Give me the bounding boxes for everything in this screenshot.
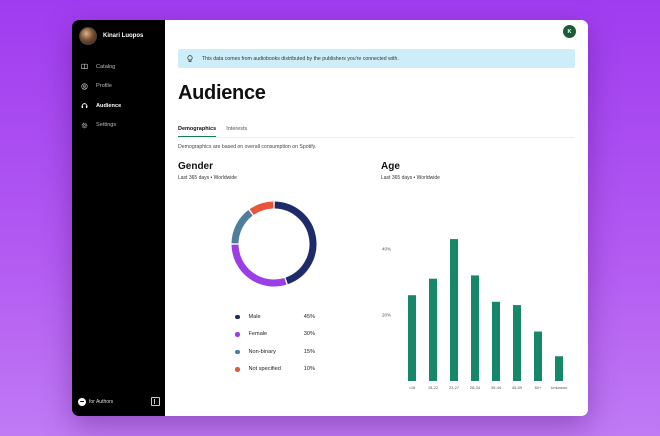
user-icon <box>81 83 88 90</box>
sidebar: Kinari Luopos Catalog Profile Audience S… <box>72 20 165 416</box>
legend-label: Not specified <box>248 366 281 373</box>
age-bar--18[interactable] <box>408 295 416 381</box>
legend-swatch <box>235 349 240 354</box>
profile-header[interactable]: Kinari Luopos <box>79 27 143 45</box>
sidebar-footer: for Authors <box>78 397 160 406</box>
banner-text: This data comes from audiobooks distribu… <box>202 55 399 62</box>
lightbulb-icon <box>187 54 193 62</box>
age-bar-18-22[interactable] <box>429 278 437 381</box>
x-tick-label: 35-44 <box>491 385 502 390</box>
donut-slice-not-specified[interactable] <box>249 201 274 216</box>
book-icon <box>81 63 88 70</box>
brand[interactable]: for Authors <box>78 397 114 406</box>
legend-swatch <box>235 332 240 337</box>
sidebar-item-label: Audience <box>96 102 122 109</box>
gender-donut-chart <box>231 201 317 287</box>
legend-swatch <box>235 367 240 372</box>
app-window: Kinari Luopos Catalog Profile Audience S… <box>72 20 588 416</box>
x-tick-label: 23-27 <box>449 385 460 390</box>
legend-item: Male 45% <box>235 308 315 326</box>
x-tick-label: 60+ <box>535 385 542 390</box>
sidebar-item-catalog[interactable]: Catalog <box>81 57 161 77</box>
gender-title: Gender <box>178 161 214 172</box>
sidebar-item-label: Profile <box>96 83 112 90</box>
user-menu-button[interactable]: K <box>563 25 576 38</box>
sidebar-item-label: Settings <box>96 122 117 129</box>
age-bar-35-44[interactable] <box>492 301 500 381</box>
avatar[interactable] <box>79 27 97 45</box>
y-tick-label: 20% <box>382 313 391 318</box>
tab-bar: Demographics Interests <box>178 126 257 137</box>
tab-divider <box>178 137 575 138</box>
x-tick-label: 18-22 <box>428 385 439 390</box>
age-bar-unknown[interactable] <box>555 356 563 381</box>
legend-value: 30% <box>303 331 315 338</box>
legend-swatch <box>235 314 240 319</box>
age-title: Age <box>381 161 400 172</box>
legend-item: Non-binary 15% <box>235 343 315 361</box>
legend-value: 15% <box>303 348 315 355</box>
age-bar-28-34[interactable] <box>471 275 479 381</box>
gear-icon <box>81 122 88 129</box>
donut-slice-male[interactable] <box>274 201 317 285</box>
age-subtitle: Last 365 days • Worldwide <box>381 175 440 181</box>
y-tick-label: 40% <box>382 247 391 252</box>
age-bar-45-59[interactable] <box>513 305 521 381</box>
sidebar-item-audience[interactable]: Audience <box>81 96 161 116</box>
age-bar-chart: 20% 40% <18 18-22 23-27 28-34 35-44 45-59 60+ Unk… <box>382 239 568 390</box>
gender-legend: Male 45% Female 30% Non-binary 15% Not s… <box>235 308 315 378</box>
age-bar-60-[interactable] <box>534 331 542 382</box>
gender-subtitle: Last 365 days • Worldwide <box>178 175 237 181</box>
tab-interests[interactable]: Interests <box>226 126 248 132</box>
x-tick-label: <18 <box>409 385 417 390</box>
sidebar-nav: Catalog Profile Audience Settings <box>81 57 161 135</box>
sidebar-item-settings[interactable]: Settings <box>81 116 161 136</box>
headphones-icon <box>81 103 88 109</box>
legend-value: 45% <box>303 313 315 320</box>
legend-item: Female 30% <box>235 326 315 344</box>
profile-name: Kinari Luopos <box>103 33 144 39</box>
legend-value: 10% <box>303 366 315 373</box>
collapse-sidebar-button[interactable] <box>151 397 160 406</box>
legend-item: Not specified 10% <box>235 361 315 379</box>
demographics-description: Demographics are based on overall consum… <box>178 144 317 150</box>
donut-slice-non-binary[interactable] <box>231 210 253 244</box>
main-content: K This data comes from audiobooks distri… <box>165 20 588 416</box>
legend-label: Female <box>248 331 268 338</box>
legend-label: Male <box>248 313 261 320</box>
age-bar-23-27[interactable] <box>450 239 458 381</box>
spotify-logo-icon <box>78 397 86 406</box>
page-title: Audience <box>178 82 266 104</box>
tab-demographics[interactable]: Demographics <box>178 126 217 137</box>
x-tick-label: 45-59 <box>512 385 523 390</box>
brand-label: for Authors <box>89 398 114 405</box>
legend-label: Non-binary <box>248 348 276 355</box>
x-tick-label: Unknown <box>551 385 568 390</box>
sidebar-item-profile[interactable]: Profile <box>81 77 161 97</box>
donut-slice-female[interactable] <box>231 244 287 287</box>
sidebar-item-label: Catalog <box>96 63 116 70</box>
x-tick-label: 28-34 <box>470 385 481 390</box>
info-banner: This data comes from audiobooks distribu… <box>178 49 575 68</box>
